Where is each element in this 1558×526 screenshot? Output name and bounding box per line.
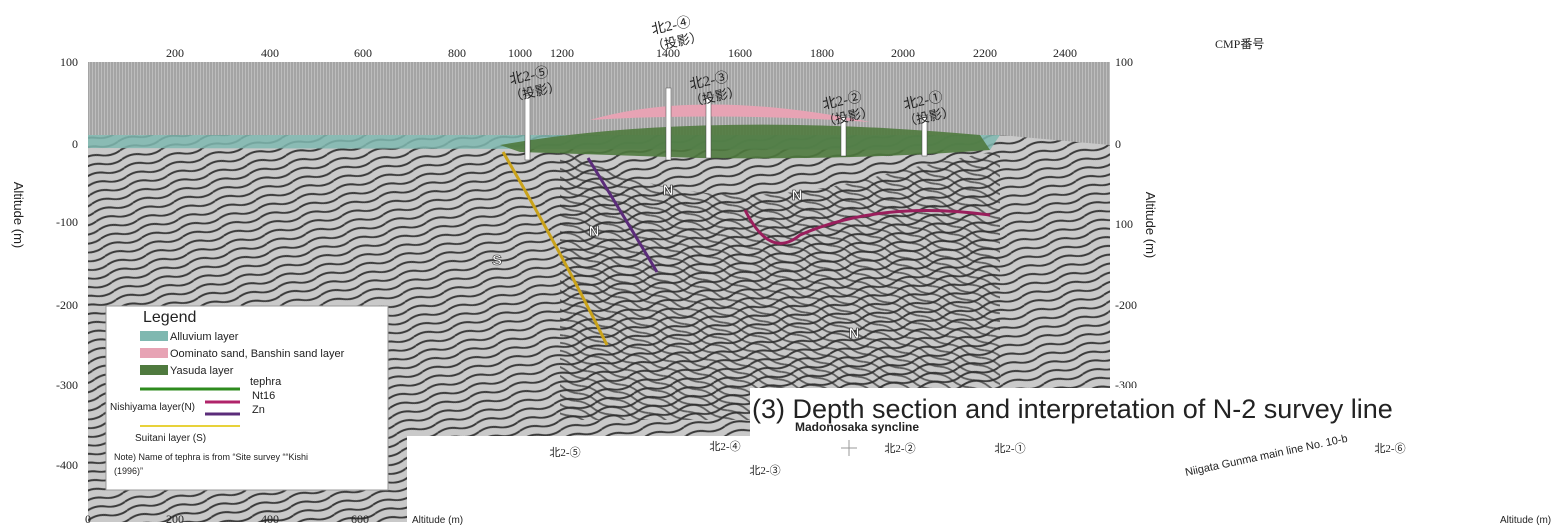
legend-item: Oominato sand, Banshin sand layer [170,348,345,360]
unit-label: N [589,223,600,240]
left-tick-label: 100 [60,55,78,69]
lower-borehole-label: 北2-① [994,442,1025,455]
right-tick-label: 100 [1115,55,1133,69]
left-tick-label: 0 [72,137,78,151]
lower-borehole-label: 北2-③ [749,464,780,477]
lower-borehole-label: 北2-⑥ [1374,442,1405,455]
unit-label: S [492,252,502,269]
legend: Legend Alluvium layer Oominato sand, Ban… [106,306,388,490]
top-tick-label: 1400 [656,46,680,60]
legend-item: Suitani layer (S) [135,433,206,444]
top-tick-label: 200 [166,46,184,60]
legend-item: Alluvium layer [170,331,239,343]
syncline-label: Madonosaka syncline [795,420,919,434]
legend-title: Legend [143,309,196,326]
top-tick-label: 2200 [973,46,997,60]
right-axis-title: Altitude (m) [1143,192,1158,258]
bottom-tick-label: 400 [261,512,279,526]
lower-borehole-label: 北2-④ [709,440,740,453]
left-tick-label: -300 [56,378,78,392]
left-tick-label: -200 [56,298,78,312]
lower-axis-title: Altitude (m) [1500,515,1551,526]
legend-item: Yasuda layer [170,365,234,377]
lower-borehole-label: 北2-⑤ [549,446,580,459]
top-tick-label: 2000 [891,46,915,60]
left-axis-title: Altitude (m) [11,182,26,248]
figure: 北2-⑤（投影）北2-④（投影）北2-③（投影）北2-②（投影）北2-①（投影）… [0,0,1558,526]
bottom-tick-label: 200 [166,512,184,526]
left-tick-label: -100 [56,215,78,229]
unit-label: N [849,325,860,342]
legend-item: Nishiyama layer(N) [110,402,195,413]
top-tick-label: 1800 [810,46,834,60]
legend-note: Note) Name of tephra is from “Site surve… [114,452,308,462]
top-tick-label: 800 [448,46,466,60]
top-tick-label: 2400 [1053,46,1077,60]
legend-item: Zn [252,404,265,416]
top-tick-label: 1000 [508,46,532,60]
lower-axis-title: Altitude (m) [412,515,463,526]
right-tick-label: -200 [1115,298,1137,312]
top-tick-label: 1600 [728,46,752,60]
top-axis-title: CMP番号 [1215,37,1264,51]
right-tick-label: 100 [1115,217,1133,231]
lower-borehole-label: 北2-② [884,442,915,455]
top-tick-label: 1200 [550,46,574,60]
legend-item: tephra [250,376,282,388]
top-tick-label: 400 [261,46,279,60]
left-tick-label: -400 [56,458,78,472]
unit-label: N [792,187,803,204]
legend-note: (1996)” [114,466,143,476]
bottom-tick-label: 600 [351,512,369,526]
top-tick-label: 600 [354,46,372,60]
unit-label: N [663,182,674,199]
legend-item: Nt16 [252,390,275,402]
right-tick-label: 0 [1115,137,1121,151]
bottom-tick-label: 0 [85,512,91,526]
